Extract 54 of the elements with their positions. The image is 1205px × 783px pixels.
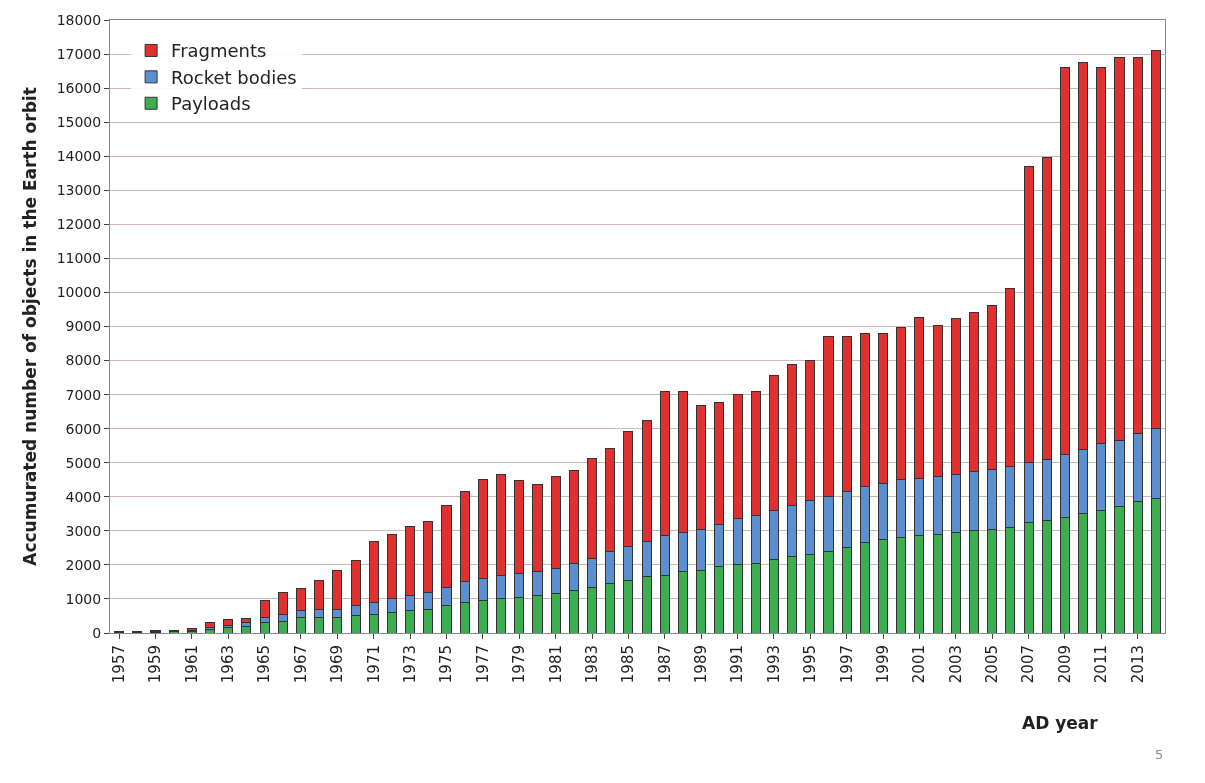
y-tick-label: 18000 <box>56 11 102 28</box>
x-tick-label: 2007 <box>1019 645 1038 684</box>
legend-label: Payloads <box>171 93 251 115</box>
y-tick-label: 14000 <box>56 148 102 165</box>
y-tick-label: 17000 <box>56 45 102 62</box>
x-tick-label: 1995 <box>801 645 820 684</box>
y-tick-label: 7000 <box>65 386 102 403</box>
x-tick-label: 1973 <box>401 645 420 684</box>
x-tick-label: 1991 <box>728 645 747 684</box>
y-tick-label: 10000 <box>56 284 102 301</box>
x-tick-label: 2003 <box>946 645 965 684</box>
x-tick-label: 1957 <box>109 645 128 684</box>
y-tick-label: 4000 <box>65 488 102 505</box>
y-tick-label: 11000 <box>56 250 102 267</box>
y-tick-label: 3000 <box>65 522 102 539</box>
x-tick-label: 1975 <box>437 645 456 684</box>
x-tick-label: 1985 <box>619 645 638 684</box>
legend-label: Fragments <box>171 40 267 62</box>
x-tick-label: 1981 <box>546 645 565 684</box>
x-tick-label: 1987 <box>655 645 674 684</box>
x-tick-label: 2005 <box>983 645 1002 684</box>
x-tick-label: 1967 <box>291 645 310 684</box>
y-tick-label: 8000 <box>65 352 102 369</box>
y-tick-label: 6000 <box>65 420 102 437</box>
y-tick-label: 15000 <box>56 114 102 131</box>
y-axis-title: Accumurated number of objects in the Earth orbit <box>20 87 41 566</box>
x-tick-label: 1997 <box>837 645 856 684</box>
y-tick-label: 5000 <box>65 454 102 471</box>
x-tick-label: 1959 <box>146 645 165 684</box>
y-tick-label: 9000 <box>65 318 102 335</box>
x-tick-label: 1983 <box>582 645 601 684</box>
x-tick-label: 1979 <box>510 645 529 684</box>
x-tick-label: 1961 <box>182 645 201 684</box>
x-tick-label: 1971 <box>364 645 383 684</box>
y-tick-label: 2000 <box>65 556 102 573</box>
x-tick-label: 1999 <box>873 645 892 684</box>
x-tick-label: 1977 <box>473 645 492 684</box>
x-tick-label: 1993 <box>764 645 783 684</box>
x-tick-label: 1969 <box>328 645 347 684</box>
x-tick-label: 1989 <box>692 645 711 684</box>
y-tick-label: 0 <box>92 624 102 641</box>
legend-label: Rocket bodies <box>171 66 297 88</box>
y-tick-label: 1000 <box>65 590 102 607</box>
y-tick-label: 12000 <box>56 216 102 233</box>
x-tick-label: 2013 <box>1128 645 1147 684</box>
x-axis-title: AD year <box>1022 713 1099 733</box>
y-tick-label: 16000 <box>56 80 102 97</box>
y-tick-label: 13000 <box>56 182 102 199</box>
x-tick-label: 1965 <box>255 645 274 684</box>
x-tick-label: 2009 <box>1055 645 1074 684</box>
x-tick-label: 2011 <box>1092 645 1111 684</box>
x-tick-label: 1963 <box>219 645 238 684</box>
text: 5 <box>1155 747 1164 762</box>
x-tick-label: 2001 <box>910 645 929 684</box>
